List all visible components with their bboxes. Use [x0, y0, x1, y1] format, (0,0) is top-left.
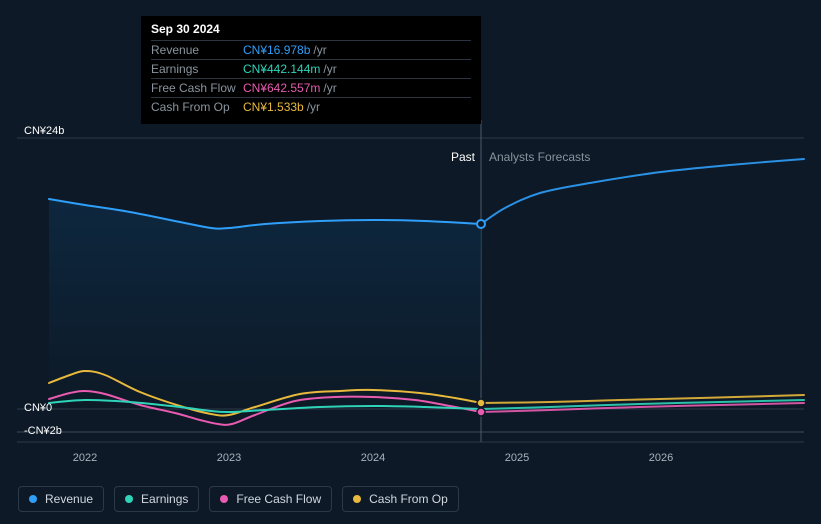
legend-dot-icon [29, 495, 37, 503]
label-past: Past [451, 150, 475, 164]
legend-item-free-cash-flow[interactable]: Free Cash Flow [209, 486, 332, 512]
tooltip-metric-label: Earnings [151, 62, 243, 76]
tooltip-metric-value: CN¥442.144m [243, 62, 320, 76]
financials-chart: CN¥24b CN¥0 -CN¥2b 2022 2023 2024 2025 2026 Sep… [0, 0, 821, 524]
label-forecast: Analysts Forecasts [489, 150, 590, 164]
chart-legend: Revenue Earnings Free Cash Flow Cash From O… [18, 486, 459, 512]
tooltip-metric-unit: /yr [307, 100, 320, 114]
svg-text:CN¥0: CN¥0 [24, 402, 52, 414]
tooltip-metric-label: Cash From Op [151, 100, 243, 114]
svg-text:2025: 2025 [505, 452, 529, 464]
legend-label: Revenue [45, 492, 93, 506]
legend-label: Free Cash Flow [236, 492, 321, 506]
tooltip-metric-label: Revenue [151, 43, 243, 57]
svg-text:2026: 2026 [649, 452, 673, 464]
svg-text:2023: 2023 [217, 452, 241, 464]
legend-dot-icon [353, 495, 361, 503]
legend-item-earnings[interactable]: Earnings [114, 486, 199, 512]
tooltip-metric-unit: /yr [323, 81, 336, 95]
tooltip-row: EarningsCN¥442.144m/yr [151, 59, 471, 78]
svg-text:CN¥24b: CN¥24b [24, 125, 64, 137]
legend-item-cash-from-op[interactable]: Cash From Op [342, 486, 459, 512]
legend-label: Earnings [141, 492, 188, 506]
chart-tooltip: Sep 30 2024 RevenueCN¥16.978b/yrEarnings… [141, 16, 481, 124]
legend-dot-icon [220, 495, 228, 503]
tooltip-metric-value: CN¥1.533b [243, 100, 304, 114]
legend-dot-icon [125, 495, 133, 503]
tooltip-metric-unit: /yr [323, 62, 336, 76]
legend-item-revenue[interactable]: Revenue [18, 486, 104, 512]
tooltip-metric-value: CN¥16.978b [243, 43, 310, 57]
svg-text:2022: 2022 [73, 452, 97, 464]
tooltip-metric-unit: /yr [313, 43, 326, 57]
tooltip-row: Cash From OpCN¥1.533b/yr [151, 97, 471, 116]
tooltip-metric-value: CN¥642.557m [243, 81, 320, 95]
tooltip-row: Free Cash FlowCN¥642.557m/yr [151, 78, 471, 97]
tooltip-date: Sep 30 2024 [151, 22, 471, 40]
svg-text:2024: 2024 [361, 452, 385, 464]
tooltip-row: RevenueCN¥16.978b/yr [151, 40, 471, 59]
legend-label: Cash From Op [369, 492, 448, 506]
svg-text:-CN¥2b: -CN¥2b [24, 425, 62, 437]
tooltip-metric-label: Free Cash Flow [151, 81, 243, 95]
